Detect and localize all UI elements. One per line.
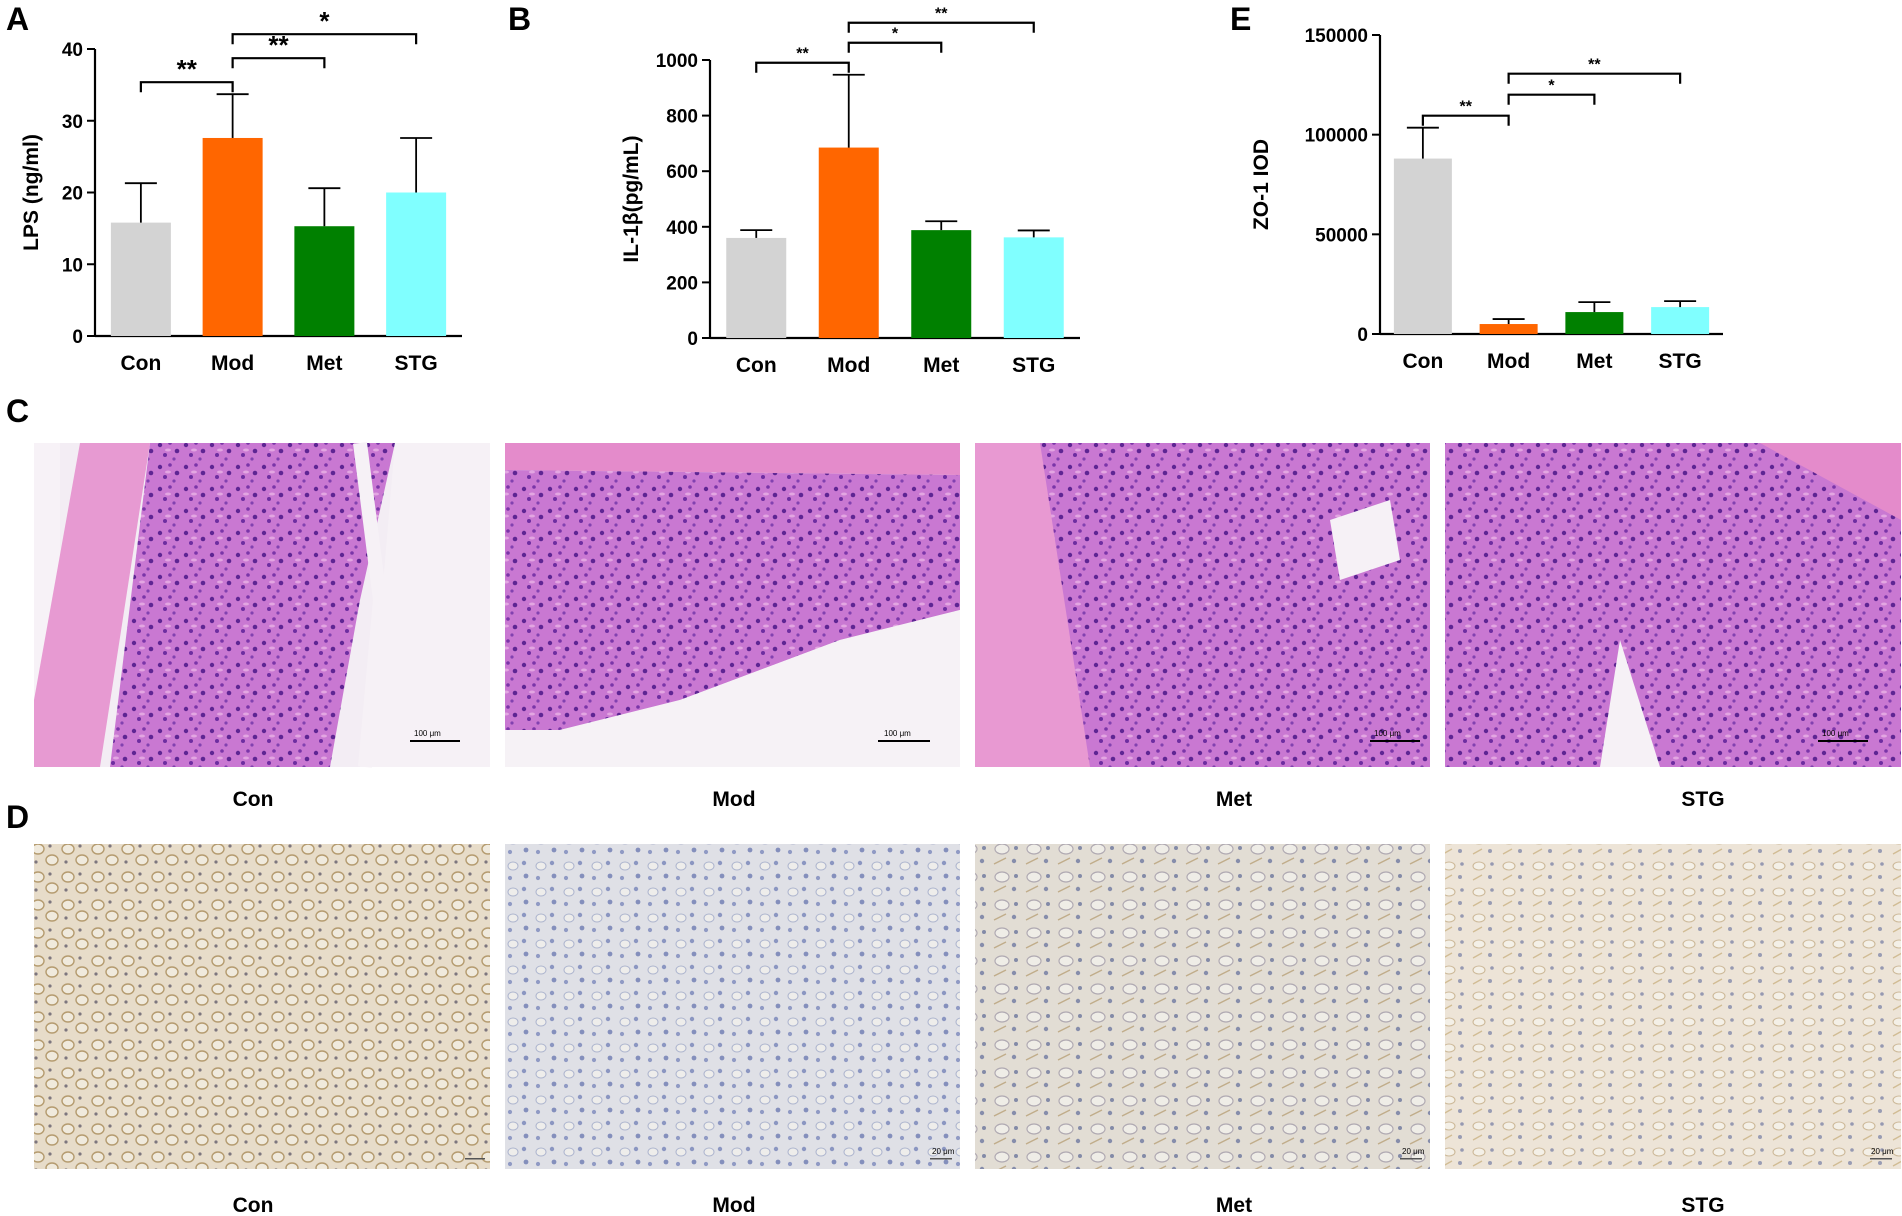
- significance-bracket: [1421, 114, 1510, 126]
- significance-label: **: [935, 6, 948, 23]
- panel-letter-d: D: [6, 799, 29, 835]
- y-tick-label: 20: [62, 184, 83, 205]
- he-label-con: Con: [233, 788, 274, 811]
- chart-il1b: 0 200 400 600 800 1000 IL-1β(pg/mL) Con Mod Met ST…: [620, 6, 1080, 377]
- y-tick-label: 10: [62, 255, 83, 276]
- y-axis-label: ZO-1 IOD: [1250, 139, 1273, 230]
- y-tick-label: 400: [666, 218, 698, 239]
- x-tick-label: Met: [923, 354, 959, 377]
- x-tick-label: Mod: [827, 354, 870, 377]
- panel-letter-c: C: [6, 393, 29, 429]
- x-tick-label: Con: [120, 352, 161, 375]
- significance-label: **: [1588, 57, 1601, 74]
- bar-met: [911, 230, 972, 338]
- x-tick-label: STG: [1012, 354, 1055, 377]
- ihc-label-stg: STG: [1681, 1194, 1724, 1216]
- ihc-label-met: Met: [1216, 1194, 1252, 1216]
- y-axis-label: IL-1β(pg/mL): [620, 135, 643, 262]
- y-tick-label: 40: [62, 40, 83, 61]
- he-scale-met: 100 μm: [1374, 729, 1401, 738]
- panel-letter-b: B: [508, 1, 531, 37]
- he-scale-mod: 100 μm: [884, 729, 911, 738]
- he-label-mod: Mod: [712, 788, 755, 811]
- bar-con: [1393, 158, 1452, 334]
- ihc-scale-mod: 20 μm: [932, 1147, 955, 1156]
- x-tick-label: STG: [395, 352, 438, 375]
- panel-letter-e: E: [1230, 1, 1251, 37]
- y-tick-label: 0: [1357, 325, 1368, 346]
- ihc-image-stg: 20 μm: [1445, 844, 1901, 1169]
- significance-label: *: [319, 6, 330, 36]
- he-scale-stg: 100 μm: [1822, 729, 1849, 738]
- he-image-stg: 100 μm: [1445, 443, 1901, 767]
- significance-bracket: [139, 81, 234, 93]
- y-tick-label: 200: [666, 273, 698, 294]
- significance-bracket: [755, 61, 850, 73]
- bar-stg: [386, 192, 447, 336]
- significance-label: **: [177, 54, 198, 84]
- bar-stg: [1003, 237, 1064, 338]
- bar-mod: [202, 137, 263, 336]
- y-tick-label: 100000: [1305, 126, 1368, 147]
- ihc-image-con: [34, 844, 490, 1169]
- he-scale-con: 100 μm: [414, 729, 441, 738]
- bar-con: [726, 237, 787, 338]
- x-tick-label: Met: [1576, 350, 1612, 373]
- x-tick-label: Con: [736, 354, 777, 377]
- significance-label: *: [892, 26, 899, 43]
- significance-label: **: [1460, 99, 1473, 116]
- bar-met: [294, 226, 355, 336]
- x-tick-label: STG: [1659, 350, 1702, 373]
- significance-bracket: [847, 41, 943, 53]
- x-tick-label: Met: [306, 352, 342, 375]
- ihc-image-mod: 20 μm: [505, 844, 960, 1169]
- he-image-mod: 100 μm: [505, 443, 960, 767]
- ihc-scale-stg: 20 μm: [1871, 1147, 1894, 1156]
- ihc-scale-met: 20 μm: [1402, 1147, 1425, 1156]
- he-image-con: 100 μm: [34, 442, 490, 768]
- significance-label: *: [1548, 78, 1555, 95]
- ihc-image-met: 20 μm: [975, 844, 1430, 1169]
- significance-bracket: [1507, 72, 1682, 84]
- y-tick-label: 50000: [1315, 225, 1368, 246]
- bar-stg: [1651, 307, 1710, 334]
- ihc-label-mod: Mod: [712, 1194, 755, 1216]
- significance-bracket: [1507, 93, 1596, 105]
- y-tick-label: 0: [72, 327, 83, 348]
- bar-con: [110, 222, 171, 336]
- bar-mod: [1479, 324, 1538, 334]
- significance-bracket: [847, 21, 1035, 33]
- panel-letter-a: A: [6, 1, 29, 37]
- y-tick-label: 150000: [1305, 26, 1368, 47]
- significance-bracket: [231, 57, 326, 69]
- bar-met: [1565, 312, 1624, 334]
- significance-label: **: [268, 30, 289, 60]
- y-axis-label: LPS (ng/ml): [20, 134, 43, 251]
- ihc-image-row: 20 μm 20 μm 20 μm: [34, 844, 1901, 1169]
- he-label-met: Met: [1216, 788, 1252, 811]
- he-label-stg: STG: [1681, 788, 1724, 811]
- y-tick-label: 30: [62, 112, 83, 133]
- significance-label: **: [796, 46, 809, 63]
- x-tick-label: Con: [1402, 350, 1443, 373]
- bar-mod: [818, 147, 879, 338]
- he-image-met: 100 μm: [975, 443, 1430, 767]
- ihc-label-con: Con: [233, 1194, 274, 1216]
- significance-bracket: [231, 33, 418, 45]
- y-tick-label: 0: [687, 329, 698, 350]
- he-image-row: 100 μm 100 μm 100 μm 100 μm: [34, 442, 1901, 768]
- x-tick-label: Mod: [1487, 350, 1530, 373]
- y-tick-label: 1000: [656, 51, 698, 72]
- y-tick-label: 600: [666, 162, 698, 183]
- x-tick-label: Mod: [211, 352, 254, 375]
- y-tick-label: 800: [666, 107, 698, 128]
